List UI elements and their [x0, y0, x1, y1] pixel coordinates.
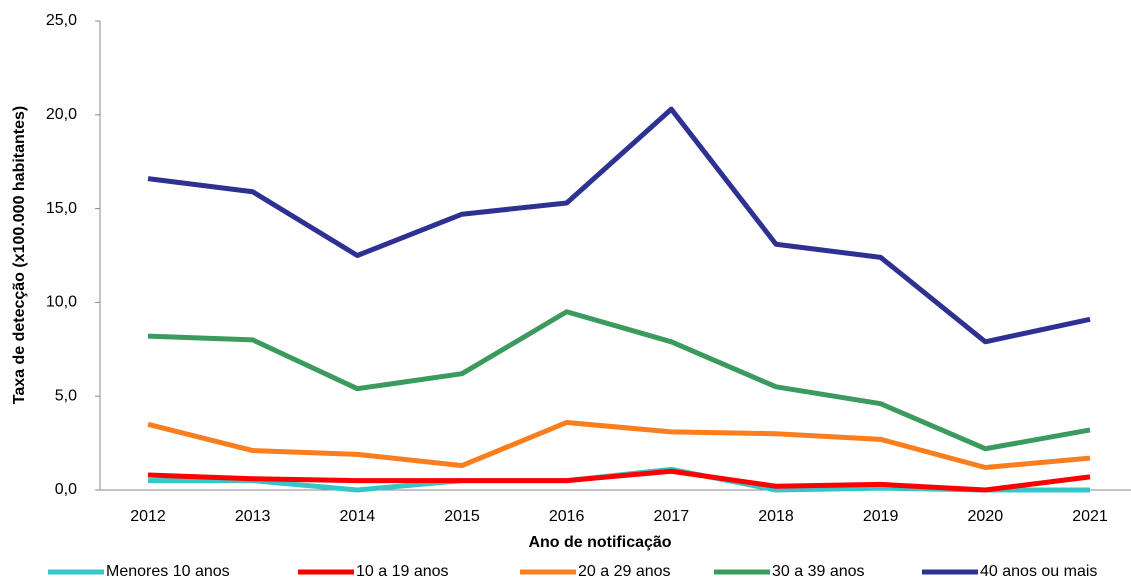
series-line [147, 468, 1091, 493]
y-tick-label: 0,0 [55, 481, 77, 498]
x-tick-label: 2014 [340, 508, 376, 525]
y-tick-label: 25,0 [46, 12, 77, 29]
x-axis-title: Ano de notificação [528, 534, 671, 551]
x-tick-label: 2017 [654, 508, 690, 525]
x-tick-label: 2020 [968, 508, 1004, 525]
x-tick-label: 2013 [235, 508, 271, 525]
series-line [147, 309, 1091, 452]
y-tick-label: 20,0 [46, 106, 77, 123]
x-tick-label: 2015 [444, 508, 480, 525]
series-line [147, 106, 1091, 345]
series-line [147, 419, 1091, 470]
x-tick-label: 2021 [1072, 508, 1108, 525]
y-tick-label: 15,0 [46, 200, 77, 217]
x-tick-label: 2019 [863, 508, 899, 525]
legend-label: 40 anos ou mais [980, 563, 1097, 580]
y-axis-title: Taxa de detecção (x100.000 habitantes) [11, 106, 28, 405]
x-tick-label: 2012 [130, 508, 166, 525]
legend-label: Menores 10 anos [106, 563, 230, 580]
y-tick-label: 5,0 [55, 387, 77, 404]
legend-label: 10 a 19 anos [356, 563, 449, 580]
y-tick-label: 10,0 [46, 294, 77, 311]
x-tick-label: 2018 [758, 508, 794, 525]
legend-label: 20 a 29 anos [578, 563, 671, 580]
x-tick-label: 2016 [549, 508, 585, 525]
legend-label: 30 a 39 anos [772, 563, 865, 580]
